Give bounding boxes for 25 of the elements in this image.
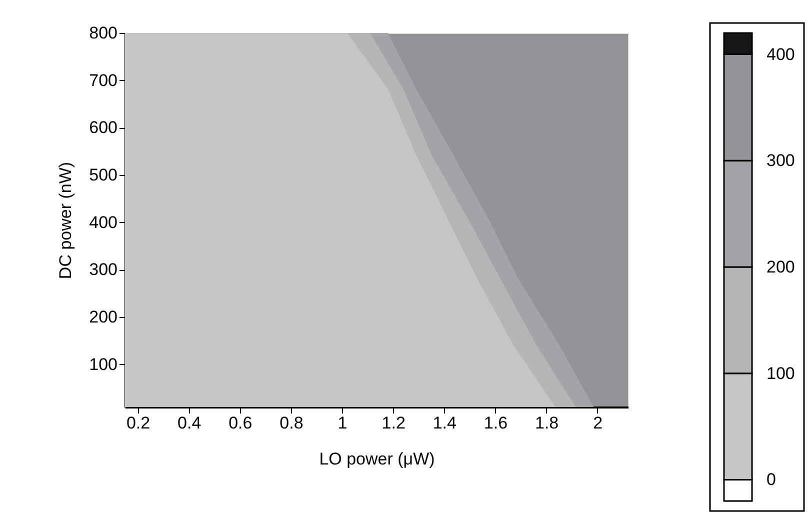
x-axis-title: LO power (μW) bbox=[319, 450, 435, 468]
x-tick-label: 1.4 bbox=[432, 414, 456, 432]
x-tick-label: 0.6 bbox=[228, 414, 252, 432]
x-tick-label: 0.4 bbox=[178, 414, 202, 432]
color-bar-label: 100 bbox=[766, 364, 795, 383]
y-tick-label: 600 bbox=[89, 118, 118, 138]
x-tick-label: 1.6 bbox=[484, 414, 508, 432]
y-tick-label: 200 bbox=[89, 308, 118, 327]
x-tick-label: 1.8 bbox=[534, 414, 559, 432]
x-tick-label: 2 bbox=[593, 414, 603, 432]
color-bar-label: 200 bbox=[766, 258, 795, 276]
y-axis-title: DC power (nW) bbox=[56, 162, 76, 280]
x-tick-label: 1.2 bbox=[382, 414, 406, 432]
y-tick-label: 400 bbox=[89, 212, 118, 232]
y-tick-label: 700 bbox=[89, 70, 118, 90]
y-tick-label: 800 bbox=[89, 24, 118, 42]
y-tick-label: 300 bbox=[89, 260, 118, 280]
y-tick-label: 500 bbox=[89, 166, 118, 185]
color-bar-label: 300 bbox=[766, 151, 795, 170]
y-tick-label: 100 bbox=[89, 354, 118, 374]
color-bar-label: 0 bbox=[766, 470, 776, 490]
x-tick-label: 1 bbox=[338, 414, 348, 432]
x-tick-label: 0.8 bbox=[280, 414, 304, 432]
x-tick-label: 0.2 bbox=[126, 414, 150, 432]
color-bar-label: 400 bbox=[766, 44, 795, 64]
